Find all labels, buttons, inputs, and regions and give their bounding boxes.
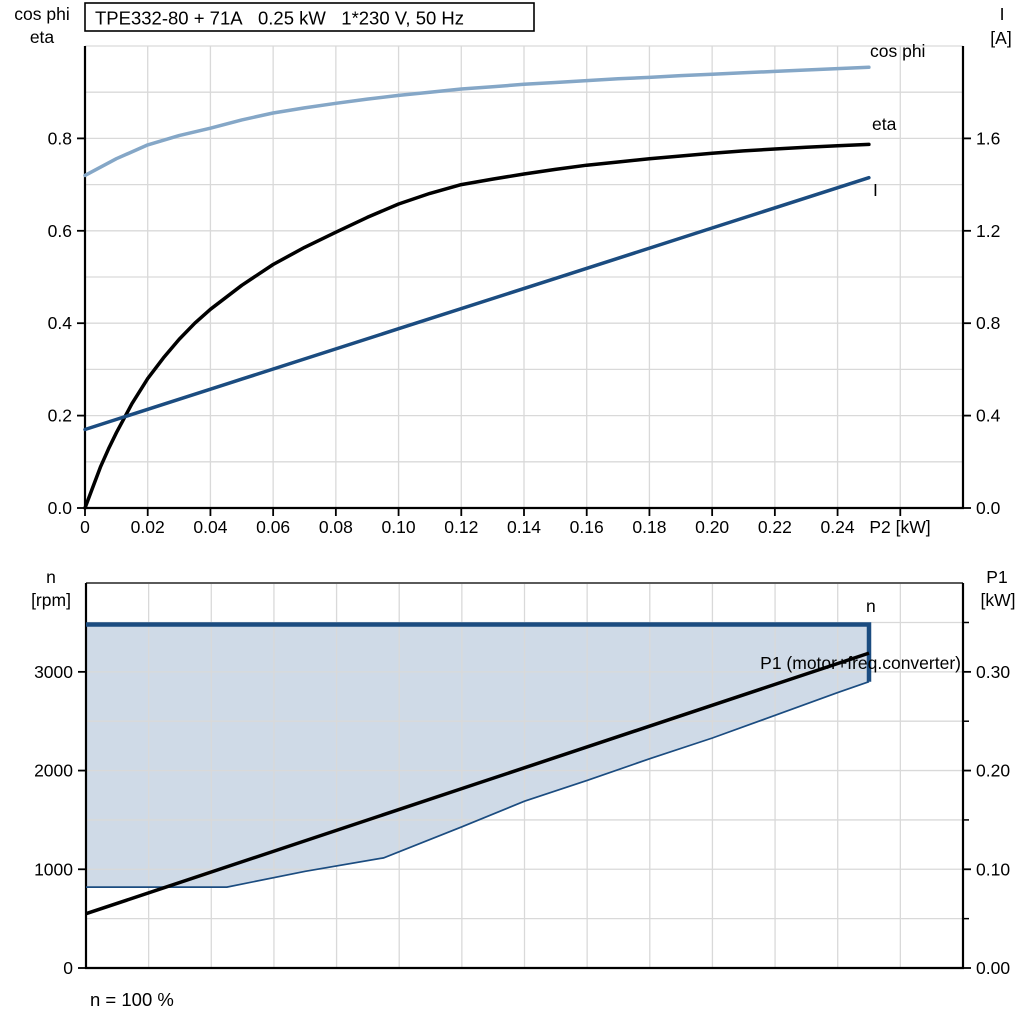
top-chart-axes: 0 0.02 0.04 0.06 0.08 0.10 0.12 0.14 0.16 0.18 0.2… xyxy=(48,46,1001,537)
bottom-chart-operating-area xyxy=(86,624,869,888)
bottom-chart-axes: 0 1000 2000 3000 0.00 0.10 0.20 0.30 xyxy=(34,582,1010,978)
curve-i xyxy=(83,175,871,432)
top-right-axis-header-unit: [A] xyxy=(990,28,1011,48)
x-tick-label: 0.20 xyxy=(695,517,729,537)
top-x-axis-title: P2 [kW] xyxy=(869,517,930,537)
x-tick-label: 0.10 xyxy=(382,517,416,537)
x-tick-label: 0.18 xyxy=(632,517,666,537)
curve-n xyxy=(86,622,872,682)
curve-n-min xyxy=(86,680,870,888)
right-tick-label: 0.30 xyxy=(976,662,1010,682)
left-tick-label: 0.8 xyxy=(48,128,72,148)
left-tick-label: 0.4 xyxy=(48,313,73,333)
x-tick-label: 0.16 xyxy=(570,517,604,537)
top-left-axis-header-cosphi: cos phi xyxy=(14,4,69,24)
x-tick-label: 0.12 xyxy=(444,517,478,537)
left-tick-label: 0.0 xyxy=(48,498,73,518)
eta-curve-label: eta xyxy=(872,114,897,134)
curve-eta xyxy=(83,142,871,510)
left-tick-label: 0.6 xyxy=(48,221,72,241)
bottom-chart-series xyxy=(85,622,872,916)
bottom-right-axis-header-p1: P1 xyxy=(986,567,1007,587)
chart-title-box xyxy=(84,2,535,32)
left-tick-label: 1000 xyxy=(34,859,73,879)
left-tick-label: 0 xyxy=(63,958,73,978)
speed-setting-note: n = 100 % xyxy=(90,989,174,1010)
right-tick-label: 1.6 xyxy=(976,128,1000,148)
cosphi-curve-label: cos phi xyxy=(870,41,925,61)
right-tick-label: 0.00 xyxy=(976,958,1010,978)
x-tick-label: 0.06 xyxy=(256,517,290,537)
speed-curve-label: n xyxy=(866,596,876,616)
top-left-axis-header-eta: eta xyxy=(30,27,55,47)
x-tick-label: 0.24 xyxy=(821,517,855,537)
right-tick-label: 0.20 xyxy=(976,761,1010,781)
operating-range-fill xyxy=(86,624,869,888)
top-right-axis-header-current: I xyxy=(1000,4,1005,24)
bottom-chart-gridlines xyxy=(86,583,963,968)
bottom-left-axis-header-unit: [rpm] xyxy=(31,590,71,610)
x-tick-label: 0.02 xyxy=(131,517,165,537)
left-tick-label: 3000 xyxy=(34,662,73,682)
x-tick-label: 0.04 xyxy=(193,517,227,537)
x-tick-label: 0.14 xyxy=(507,517,541,537)
left-tick-label: 0.2 xyxy=(48,406,72,426)
chart-title: TPE332-80 + 71A 0.25 kW 1*230 V, 50 Hz xyxy=(95,8,464,29)
x-tick-label: 0.22 xyxy=(758,517,792,537)
right-tick-label: 1.2 xyxy=(976,221,1000,241)
curve-cos-phi xyxy=(83,65,871,178)
right-tick-label: 0.8 xyxy=(976,313,1000,333)
current-curve-label: I xyxy=(873,180,878,200)
x-tick-label: 0.08 xyxy=(319,517,353,537)
p1-curve-label: P1 (motor+freq.converter) xyxy=(760,653,961,673)
right-tick-label: 0.4 xyxy=(976,406,1001,426)
curve-p1-motor-freq-converter- xyxy=(85,651,870,916)
x-tick-label: 0 xyxy=(80,517,90,537)
right-tick-label: 0.10 xyxy=(976,859,1010,879)
right-tick-label: 0.0 xyxy=(976,498,1001,518)
bottom-left-axis-header-n: n xyxy=(46,567,56,587)
top-chart-series xyxy=(83,65,871,510)
bottom-right-axis-header-unit: [kW] xyxy=(981,590,1016,610)
left-tick-label: 2000 xyxy=(34,761,73,781)
top-chart-gridlines xyxy=(85,45,963,508)
